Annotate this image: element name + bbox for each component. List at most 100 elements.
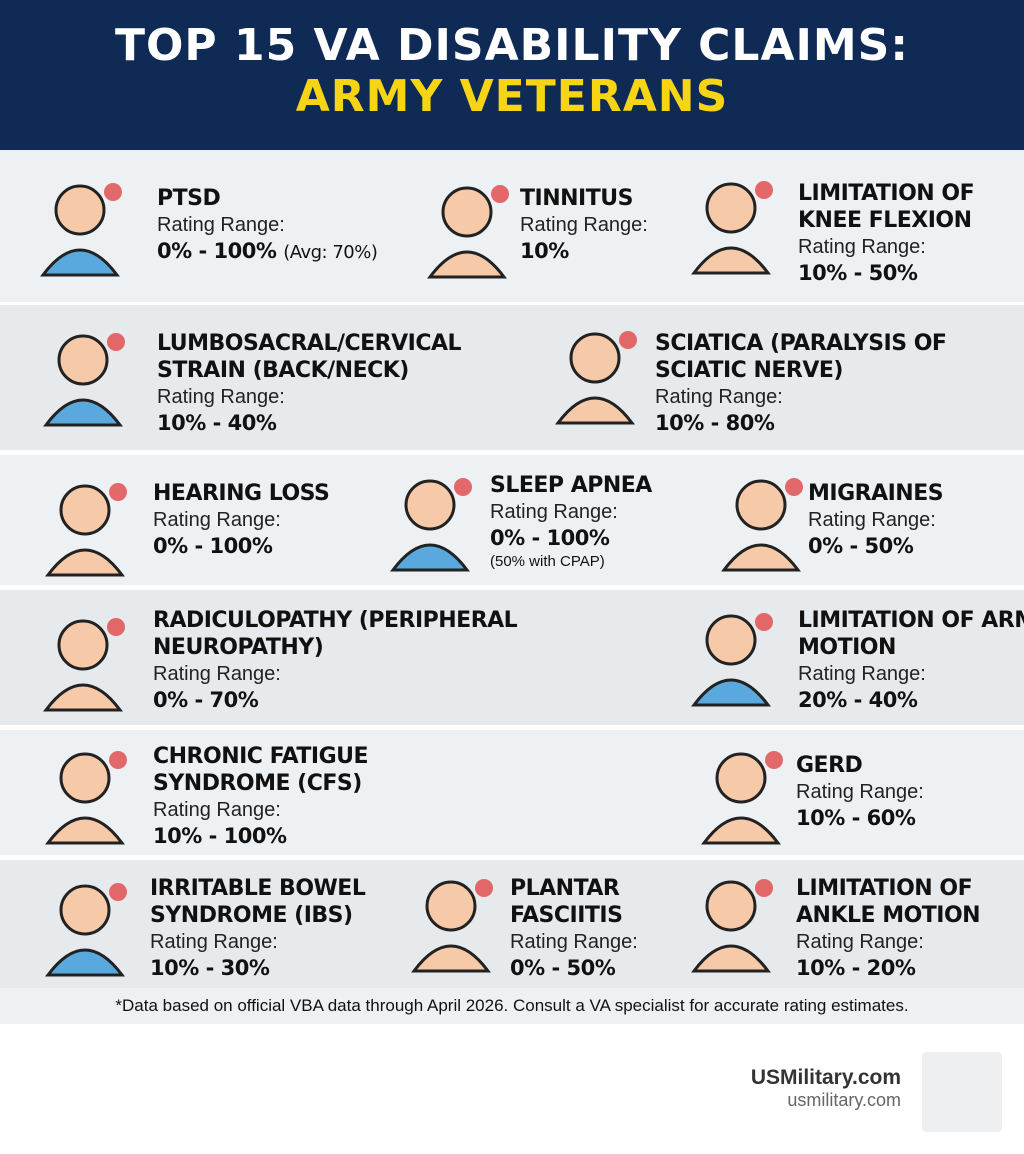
rating-range: 10% - 40% [157, 410, 537, 437]
tired-person-icon [30, 738, 140, 853]
claim-name: SCIATICA (PARALYSIS OF SCIATIC NERVE) [655, 331, 947, 383]
migraine-head-icon [706, 465, 816, 580]
rating-value: 0% - 50% [808, 534, 914, 558]
header: TOP 15 VA DISABILITY CLAIMS: ARMY VETERA… [0, 0, 1024, 150]
claim-name: SLEEP APNEA [490, 473, 652, 498]
rating-label: Rating Range: [520, 214, 648, 236]
claim-item: PTSD Rating Range: 0% - 100% (Avg: 70%) [157, 185, 437, 266]
rating-value: 20% - 40% [798, 688, 918, 712]
rating-range: 10% - 50% [798, 260, 1024, 287]
rating-range: 10% - 80% [655, 410, 995, 437]
claim-item: LIMITATION OF ARM MOTION Rating Range: 2… [798, 607, 1024, 714]
claim-name: HEARING LOSS [153, 481, 330, 506]
footnote: *Data based on official VBA data through… [0, 988, 1024, 1024]
claim-name: CHRONIC FATIGUE SYNDROME (CFS) [153, 744, 369, 796]
rating-range: 0% - 100% [153, 533, 393, 560]
rating-average: (Avg: 70%) [283, 242, 378, 263]
row-band [0, 305, 1024, 450]
claim-item: CHRONIC FATIGUE SYNDROME (CFS) Rating Ra… [153, 743, 433, 850]
rating-label: Rating Range: [808, 509, 936, 531]
row-band [0, 455, 1024, 585]
rating-label: Rating Range: [798, 663, 926, 685]
title-line1: TOP 15 VA DISABILITY CLAIMS: [115, 20, 909, 71]
claim-name: TINNITUS [520, 186, 633, 211]
rating-value: 0% - 100% [157, 239, 277, 263]
claim-item: HEARING LOSS Rating Range: 0% - 100% [153, 480, 393, 560]
brand-logo [922, 1052, 1002, 1132]
rating-value: 10% - 50% [798, 261, 918, 285]
rating-label: Rating Range: [796, 931, 924, 953]
row-band [0, 730, 1024, 855]
leg-nerve-icon [540, 318, 650, 433]
claim-name: RADICULOPATHY (PERIPHERAL NEUROPATHY) [153, 608, 518, 660]
claim-item: IRRITABLE BOWEL SYNDROME (IBS) Rating Ra… [150, 875, 410, 982]
rating-value: 10% - 20% [796, 956, 916, 980]
rating-value: 10% [520, 239, 569, 263]
rating-label: Rating Range: [150, 931, 278, 953]
rating-value: 0% - 50% [510, 956, 616, 980]
rating-label: Rating Range: [153, 799, 281, 821]
brand-name: USMilitary.com [750, 1066, 901, 1089]
rating-label: Rating Range: [798, 236, 926, 258]
claim-item: MIGRAINES Rating Range: 0% - 50% [808, 480, 1024, 560]
claim-item: LUMBOSACRAL/CERVICAL STRAIN (BACK/NECK) … [157, 330, 537, 437]
claim-name: GERD [796, 753, 863, 778]
rating-value: 0% - 100% [490, 526, 610, 550]
rating-note: (50% with CPAP) [490, 553, 605, 570]
rating-range: 0% - 100% [490, 525, 710, 552]
ankle-icon [676, 866, 786, 981]
rating-label: Rating Range: [157, 214, 285, 236]
claim-name: MIGRAINES [808, 481, 944, 506]
ptsd-head-icon [25, 170, 135, 285]
claim-name: PLANTAR FASCIITIS [510, 876, 623, 928]
stomach-icon [686, 738, 796, 853]
claim-name: LIMITATION OF ARM MOTION [798, 608, 1024, 660]
claim-item: LIMITATION OF KNEE FLEXION Rating Range:… [798, 180, 1024, 287]
title-line2: ARMY VETERANS [295, 71, 729, 122]
rating-value: 10% - 60% [796, 806, 916, 830]
rating-label: Rating Range: [490, 501, 618, 523]
rating-label: Rating Range: [153, 509, 281, 531]
rating-range: 10% [520, 238, 700, 265]
row-band [0, 590, 1024, 725]
rating-range: 10% - 20% [796, 955, 1024, 982]
claim-name: LIMITATION OF KNEE FLEXION [798, 181, 975, 233]
claim-name: LUMBOSACRAL/CERVICAL STRAIN (BACK/NECK) [157, 331, 462, 383]
claim-name: LIMITATION OF ANKLE MOTION [796, 876, 981, 928]
brand[interactable]: USMilitary.com usmilitary.com [751, 1066, 901, 1111]
arm-icon [676, 600, 786, 715]
claim-name: PTSD [157, 186, 221, 211]
person-ear-icon [30, 470, 140, 585]
claim-name: IRRITABLE BOWEL SYNDROME (IBS) [150, 876, 366, 928]
row-band [0, 150, 1024, 302]
claim-item: RADICULOPATHY (PERIPHERAL NEUROPATHY) Ra… [153, 607, 573, 714]
rating-value: 0% - 70% [153, 688, 259, 712]
knee-icon [676, 168, 786, 283]
neuron-hand-icon [28, 605, 138, 720]
claim-item: SCIATICA (PARALYSIS OF SCIATIC NERVE) Ra… [655, 330, 995, 437]
rating-range: 10% - 60% [796, 805, 1016, 832]
rating-value: 10% - 40% [157, 411, 277, 435]
rating-value: 10% - 100% [153, 824, 287, 848]
brand-url: usmilitary.com [787, 1090, 901, 1110]
spine-neck-icon [28, 320, 138, 435]
rating-value: 10% - 30% [150, 956, 270, 980]
rating-label: Rating Range: [157, 386, 285, 408]
rating-label: Rating Range: [796, 781, 924, 803]
claim-item: LIMITATION OF ANKLE MOTION Rating Range:… [796, 875, 1024, 982]
rating-range: 10% - 30% [150, 955, 410, 982]
claim-item: PLANTAR FASCIITIS Rating Range: 0% - 50% [510, 875, 690, 982]
rating-label: Rating Range: [510, 931, 638, 953]
rating-range: 0% - 100% (Avg: 70%) [157, 238, 437, 266]
intestine-icon [30, 870, 140, 985]
claim-item: SLEEP APNEA Rating Range: 0% - 100% (50% … [490, 472, 710, 571]
rating-range: 0% - 70% [153, 687, 573, 714]
rating-range: 10% - 100% [153, 823, 433, 850]
cpap-icon [375, 465, 485, 580]
claim-item: GERD Rating Range: 10% - 60% [796, 752, 1016, 832]
ear-bell-icon [412, 172, 522, 287]
rating-label: Rating Range: [655, 386, 783, 408]
claim-item: TINNITUS Rating Range: 10% [520, 185, 700, 265]
rating-range: 0% - 50% [808, 533, 1024, 560]
row-band [0, 860, 1024, 988]
